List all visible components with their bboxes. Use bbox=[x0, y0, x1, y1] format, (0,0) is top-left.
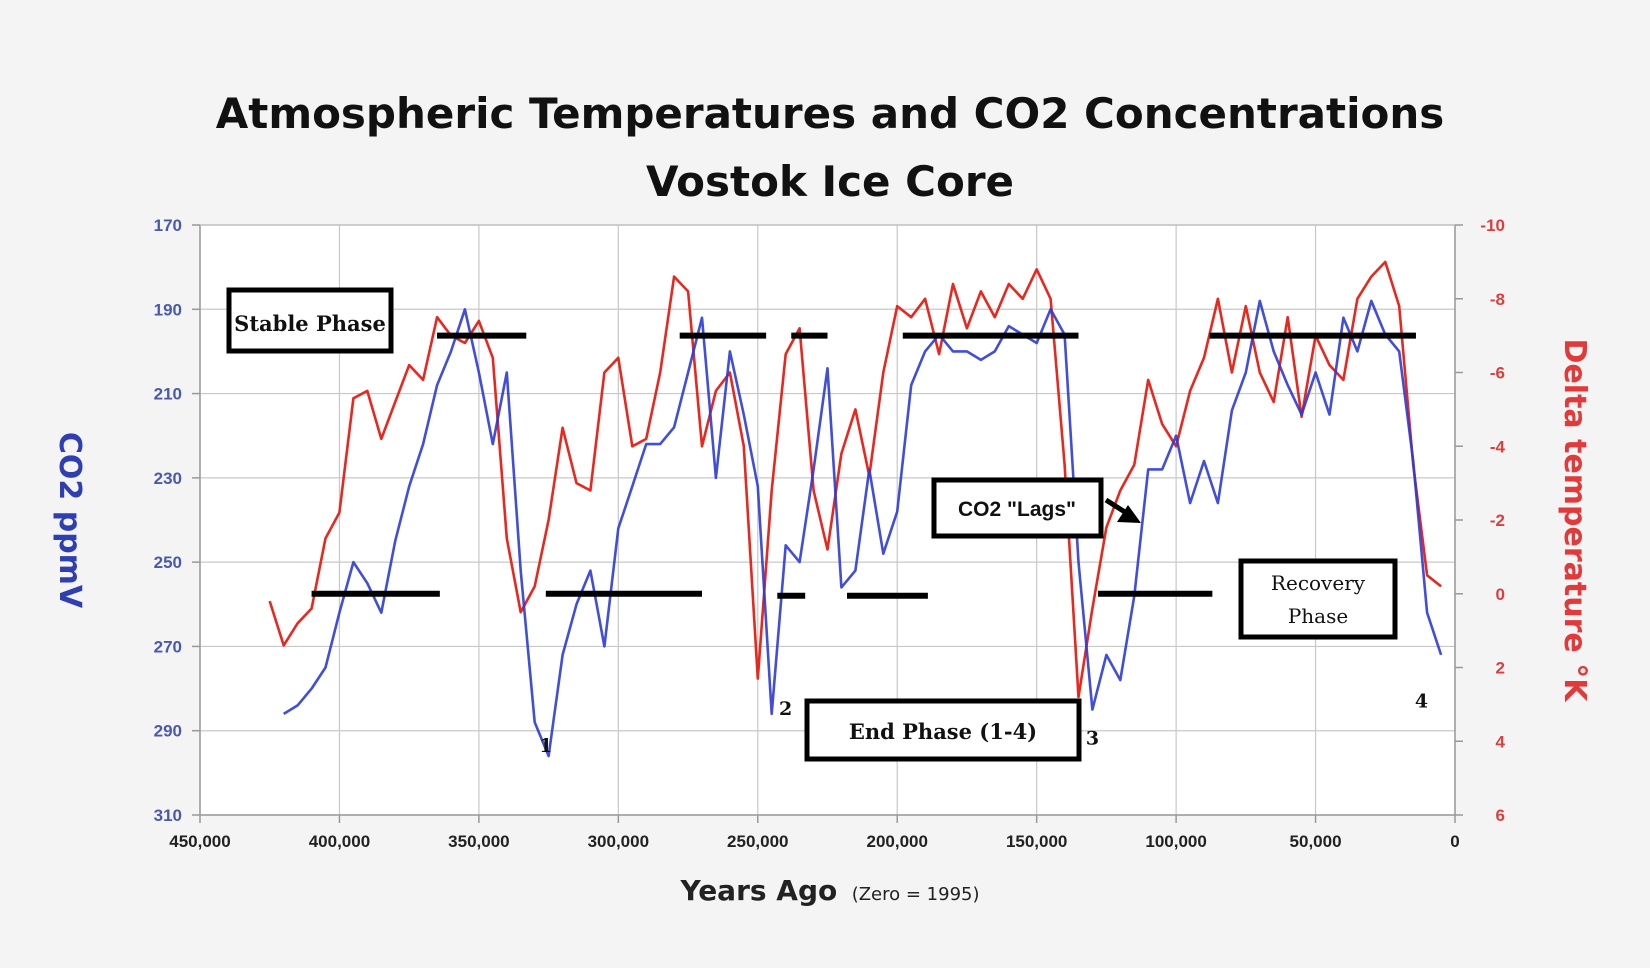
y-left-tick-2: 210 bbox=[154, 385, 182, 404]
end-phase-marker-1: 1 bbox=[539, 735, 552, 757]
x-axis-label-note: (Zero = 1995) bbox=[852, 884, 980, 905]
end-phase-box: End Phase (1-4) bbox=[804, 698, 1082, 762]
series-layer bbox=[268, 260, 1443, 758]
lags-arrow bbox=[1104, 497, 1141, 523]
y-left-tick-4: 250 bbox=[154, 553, 182, 572]
stable-phase-label: Stable Phase bbox=[234, 311, 386, 336]
y-left-axis-label: CO2 ppmV bbox=[52, 432, 87, 609]
series-co2 bbox=[283, 299, 1443, 758]
y-left-tick-labels: 170 190 210 230 250 270 290 310 bbox=[154, 216, 200, 825]
x-tick-4: 250,000 bbox=[727, 832, 788, 851]
y-left-tick-3: 230 bbox=[154, 469, 182, 488]
co2-lags-box: CO2 "Lags" bbox=[931, 477, 1104, 539]
x-tick-6: 150,000 bbox=[1006, 832, 1067, 851]
y-right-tick-5: 0 bbox=[1496, 585, 1505, 604]
chart-subtitle: Vostok Ice Core bbox=[646, 157, 1014, 206]
y-left-tick-6: 290 bbox=[154, 722, 182, 741]
y-right-axis-label: Delta temperature °K bbox=[1557, 339, 1592, 704]
x-tick-8: 50,000 bbox=[1290, 832, 1342, 851]
y-right-tick-8: 6 bbox=[1496, 806, 1505, 825]
recovery-phase-label-line2: Phase bbox=[1288, 604, 1348, 628]
y-left-tick-5: 270 bbox=[154, 637, 182, 656]
x-tick-3: 300,000 bbox=[588, 832, 649, 851]
recovery-phase-label-line1: Recovery bbox=[1271, 571, 1366, 595]
chart-title: Atmospheric Temperatures and CO2 Concent… bbox=[216, 89, 1445, 138]
y-right-tick-0: -10 bbox=[1480, 216, 1505, 235]
x-tick-0: 450,000 bbox=[169, 832, 230, 851]
phase-bars bbox=[311, 332, 1416, 599]
x-tick-1: 400,000 bbox=[309, 832, 370, 851]
x-tick-7: 100,000 bbox=[1145, 832, 1206, 851]
x-tick-labels: 450,000 400,000 350,000 300,000 250,000 200,0… bbox=[169, 815, 1460, 851]
y-right-tick-3: -4 bbox=[1490, 437, 1506, 456]
end-phase-marker-3: 3 bbox=[1086, 728, 1099, 750]
stable-phase-box: Stable Phase bbox=[226, 287, 394, 354]
y-right-tick-4: -2 bbox=[1490, 511, 1505, 530]
y-right-tick-2: -6 bbox=[1490, 364, 1505, 383]
y-left-tick-0: 170 bbox=[154, 216, 182, 235]
recovery-phase-box: Recovery Phase bbox=[1238, 558, 1398, 640]
co2-lags-label: CO2 "Lags" bbox=[958, 498, 1076, 521]
x-tick-2: 350,000 bbox=[448, 832, 509, 851]
y-right-tick-6: 2 bbox=[1496, 659, 1505, 678]
series-delta-temperature bbox=[268, 260, 1442, 699]
end-phase-label: End Phase (1-4) bbox=[849, 719, 1037, 744]
x-axis-label: Years Ago (Zero = 1995) bbox=[679, 874, 979, 907]
x-tick-5: 200,000 bbox=[866, 832, 927, 851]
y-right-tick-1: -8 bbox=[1490, 290, 1505, 309]
end-phase-marker-4: 4 bbox=[1415, 691, 1428, 713]
x-tick-9: 0 bbox=[1450, 832, 1459, 851]
y-left-tick-7: 310 bbox=[154, 806, 182, 825]
x-axis-label-main: Years Ago bbox=[679, 874, 837, 907]
end-phase-marker-2: 2 bbox=[779, 698, 792, 720]
y-left-tick-1: 190 bbox=[154, 300, 182, 319]
y-right-tick-7: 4 bbox=[1496, 732, 1506, 751]
y-right-tick-labels: -10 -8 -6 -4 -2 0 2 4 6 bbox=[1455, 216, 1506, 825]
end-phase-markers: 1 2 3 4 bbox=[539, 691, 1428, 757]
